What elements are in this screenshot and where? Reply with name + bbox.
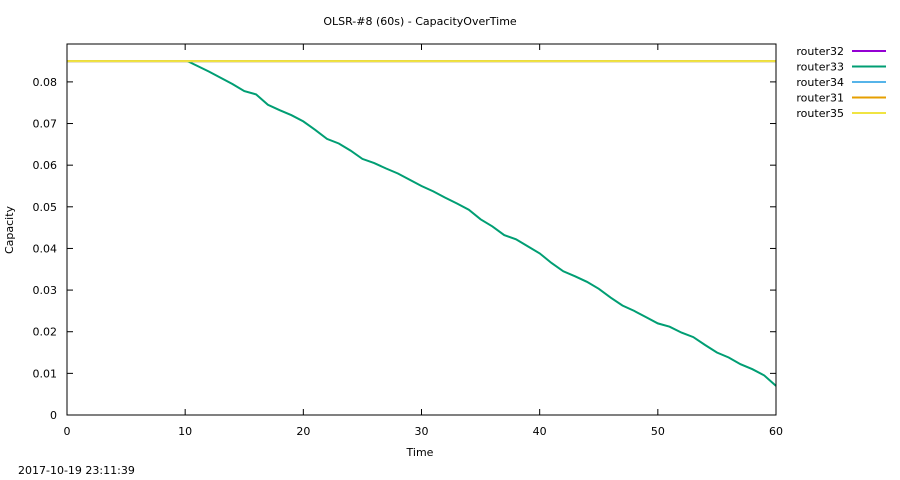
- series-layer: [67, 60, 777, 387]
- x-axis-label: Time: [406, 446, 434, 459]
- x-tick-label: 20: [296, 425, 310, 438]
- y-axis-label: Capacity: [3, 205, 16, 254]
- x-tick-label: 0: [64, 425, 71, 438]
- y-tick-label: 0.08: [33, 76, 58, 89]
- plot-frame: [66, 43, 777, 416]
- legend-label-router32: router32: [796, 45, 844, 58]
- y-tick-label: 0: [50, 409, 57, 422]
- x-tick-label: 10: [178, 425, 192, 438]
- y-tick-label: 0.04: [33, 242, 58, 255]
- x-axis-ticks: 0 10 20 30 40 50 60: [64, 44, 783, 438]
- x-tick-label: 30: [415, 425, 429, 438]
- x-tick-label: 50: [651, 425, 665, 438]
- series-line-router33: [187, 60, 777, 387]
- legend-label-router33: router33: [796, 61, 844, 74]
- y-tick-label: 0.01: [33, 367, 58, 380]
- footer-timestamp: 2017-10-19 23:11:39: [18, 464, 135, 477]
- y-tick-label: 0.05: [33, 201, 58, 214]
- chart-title: OLSR-#8 (60s) - CapacityOverTime: [323, 15, 517, 28]
- y-axis-ticks: 0 0.01 0.02 0.03 0.04 0.05 0.06 0.07 0.08: [33, 76, 776, 422]
- legend-label-router34: router34: [796, 76, 844, 89]
- x-tick-label: 60: [769, 425, 783, 438]
- legend-label-router31: router31: [796, 92, 844, 105]
- legend: router32 router33 router34 router31 router35: [796, 45, 886, 120]
- y-tick-label: 0.02: [33, 326, 58, 339]
- x-tick-label: 40: [533, 425, 547, 438]
- legend-label-router35: router35: [796, 107, 844, 120]
- y-tick-label: 0.07: [33, 118, 58, 131]
- y-tick-label: 0.03: [33, 284, 58, 297]
- y-tick-label: 0.06: [33, 159, 58, 172]
